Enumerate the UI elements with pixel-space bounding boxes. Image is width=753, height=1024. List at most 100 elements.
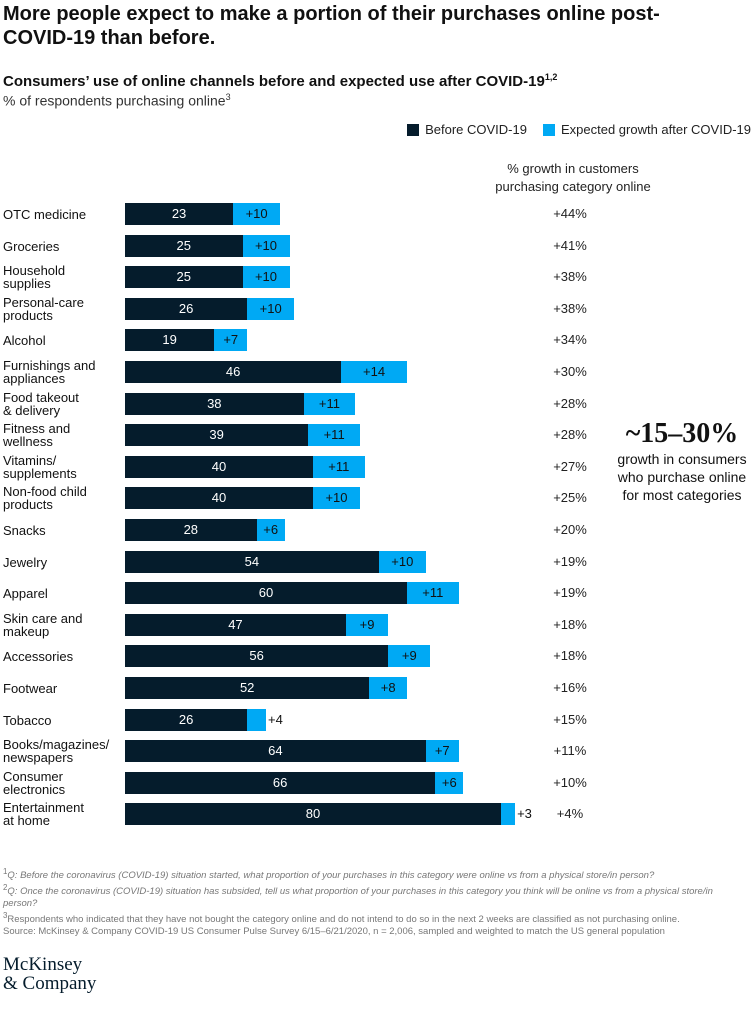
- bar-growth: [501, 803, 516, 826]
- footnote-1-text: Q: Before the coronavirus (COVID-19) sit…: [7, 870, 655, 882]
- bar-growth-label: +14: [363, 364, 386, 379]
- bar-growth: [313, 455, 365, 478]
- bar-growth: [425, 740, 459, 763]
- bar-growth: [345, 613, 389, 636]
- category-label: Entertainment at home: [3, 800, 84, 829]
- growth-percent: +4%: [556, 806, 584, 822]
- bar-before-label: 52: [239, 680, 255, 695]
- bar-growth-label: +4: [268, 711, 283, 727]
- bar-before: [125, 708, 248, 731]
- bar-growth: [233, 203, 281, 225]
- bar-before-label: 25: [176, 269, 191, 285]
- bar-growth: [256, 519, 285, 541]
- category-label: OTC medicine: [3, 207, 87, 222]
- category-label: Food takeout & delivery: [3, 389, 79, 418]
- bar-before: [125, 361, 342, 383]
- growth-percent: +38%: [553, 269, 587, 285]
- bar-before: [125, 519, 257, 541]
- bar-before-label: 56: [249, 648, 264, 664]
- bar-growth-label: +10: [254, 269, 278, 285]
- growth-percent: +38%: [553, 300, 587, 316]
- bar-growth-label: +9: [401, 648, 417, 664]
- unit-label: % of respondents purchasing online3: [3, 92, 231, 109]
- bar-growth-label: +10: [325, 490, 348, 506]
- bar-growth: [388, 645, 431, 668]
- subtitle-footnote-ref: 1,2: [544, 72, 558, 82]
- bar-before-label: 40: [211, 490, 227, 506]
- growth-percent: +30%: [553, 364, 587, 379]
- bar-growth-label: +7: [223, 332, 239, 348]
- bar-growth: [214, 329, 248, 352]
- category-label: Snacks: [3, 523, 46, 538]
- growth-percent: +15%: [553, 711, 587, 727]
- callout: ~15–30% growth in consumers who purchase…: [612, 418, 752, 504]
- chart-title: More people expect to make a portion of …: [3, 3, 660, 49]
- category-label: Footwear: [3, 681, 58, 696]
- bar-before-label: 26: [178, 300, 194, 316]
- bar-before: [125, 740, 426, 763]
- growth-percent: +18%: [553, 616, 587, 632]
- bar-growth-label: +11: [328, 458, 350, 474]
- growth-percent: +25%: [553, 490, 587, 506]
- bar-growth-label: +11: [323, 427, 345, 443]
- bar-growth: [435, 771, 464, 794]
- bar-before-label: 19: [162, 332, 177, 348]
- bar-growth: [242, 266, 290, 289]
- growth-percent: +28%: [553, 427, 587, 443]
- bar-before-label: 47: [228, 616, 243, 632]
- bar-before-label: 60: [258, 585, 274, 601]
- bar-growth: [313, 487, 360, 510]
- category-label: Household supplies: [3, 263, 66, 292]
- category-label: Accessories: [3, 649, 74, 665]
- category-label: Jewelry: [3, 554, 48, 570]
- bar-before: [125, 677, 370, 699]
- bar-before: [125, 771, 436, 794]
- bar-before-label: 64: [268, 743, 283, 759]
- bar-before: [125, 234, 243, 257]
- bar-growth: [407, 582, 459, 605]
- bar-before: [125, 613, 346, 636]
- footnote-3-marker: 3: [3, 911, 8, 921]
- legend: Before COVID-19 Expected growth after CO…: [407, 122, 751, 137]
- growth-percent: +27%: [553, 458, 587, 474]
- category-label: Alcohol: [3, 333, 46, 349]
- growth-percent: +11%: [553, 743, 587, 759]
- bar-growth-label: +6: [441, 774, 457, 790]
- bar-growth: [308, 424, 360, 447]
- bar-before: [125, 487, 313, 510]
- category-label: Fitness and wellness: [3, 421, 71, 450]
- callout-figure: ~15–30%: [625, 418, 739, 449]
- bar-growth: [242, 234, 290, 257]
- footnote-1-marker: 1: [3, 867, 8, 876]
- bar-growth-label: +10: [245, 206, 268, 221]
- footnote-2-marker: 2: [3, 883, 8, 893]
- bar-before-label: 39: [209, 427, 224, 443]
- footnotes: 1Q: Before the coronavirus (COVID-19) si…: [3, 866, 748, 938]
- bar-before: [125, 582, 407, 605]
- footnote-2: 2Q: Once the coronavirus (COVID-19) situ…: [3, 882, 748, 910]
- legend-label-before: Before COVID-19: [425, 122, 527, 137]
- footnote-2-text: Q: Once the coronavirus (COVID-19) situa…: [3, 886, 713, 910]
- growth-percent: +44%: [553, 206, 587, 221]
- footnote-1: 1Q: Before the coronavirus (COVID-19) si…: [3, 866, 748, 882]
- footnote-3: 3Respondents who indicated that they hav…: [3, 910, 748, 926]
- bar-before: [125, 329, 215, 352]
- bar-growth: [247, 708, 266, 731]
- category-label: Tobacco: [3, 712, 52, 728]
- bar-before: [125, 203, 234, 225]
- bar-growth: [303, 392, 356, 415]
- mckinsey-logo: McKinsey & Company: [3, 954, 97, 994]
- legend-label-growth: Expected growth after COVID-19: [560, 122, 751, 137]
- growth-percent: +19%: [553, 553, 587, 569]
- bar-before: [125, 266, 243, 289]
- category-label: Skin care and makeup: [3, 610, 83, 639]
- bar-before-label: 38: [207, 395, 222, 411]
- category-label: Personal-care products: [3, 294, 84, 323]
- unit-text: % of respondents purchasing online: [3, 92, 226, 109]
- growth-percent: +10%: [553, 774, 587, 790]
- bar-growth: [247, 297, 295, 320]
- bar-before: [125, 297, 248, 320]
- category-label: Books/magazines/ newspapers: [3, 737, 110, 766]
- growth-percent: +28%: [553, 395, 587, 411]
- category-label: Consumer electronics: [3, 768, 66, 797]
